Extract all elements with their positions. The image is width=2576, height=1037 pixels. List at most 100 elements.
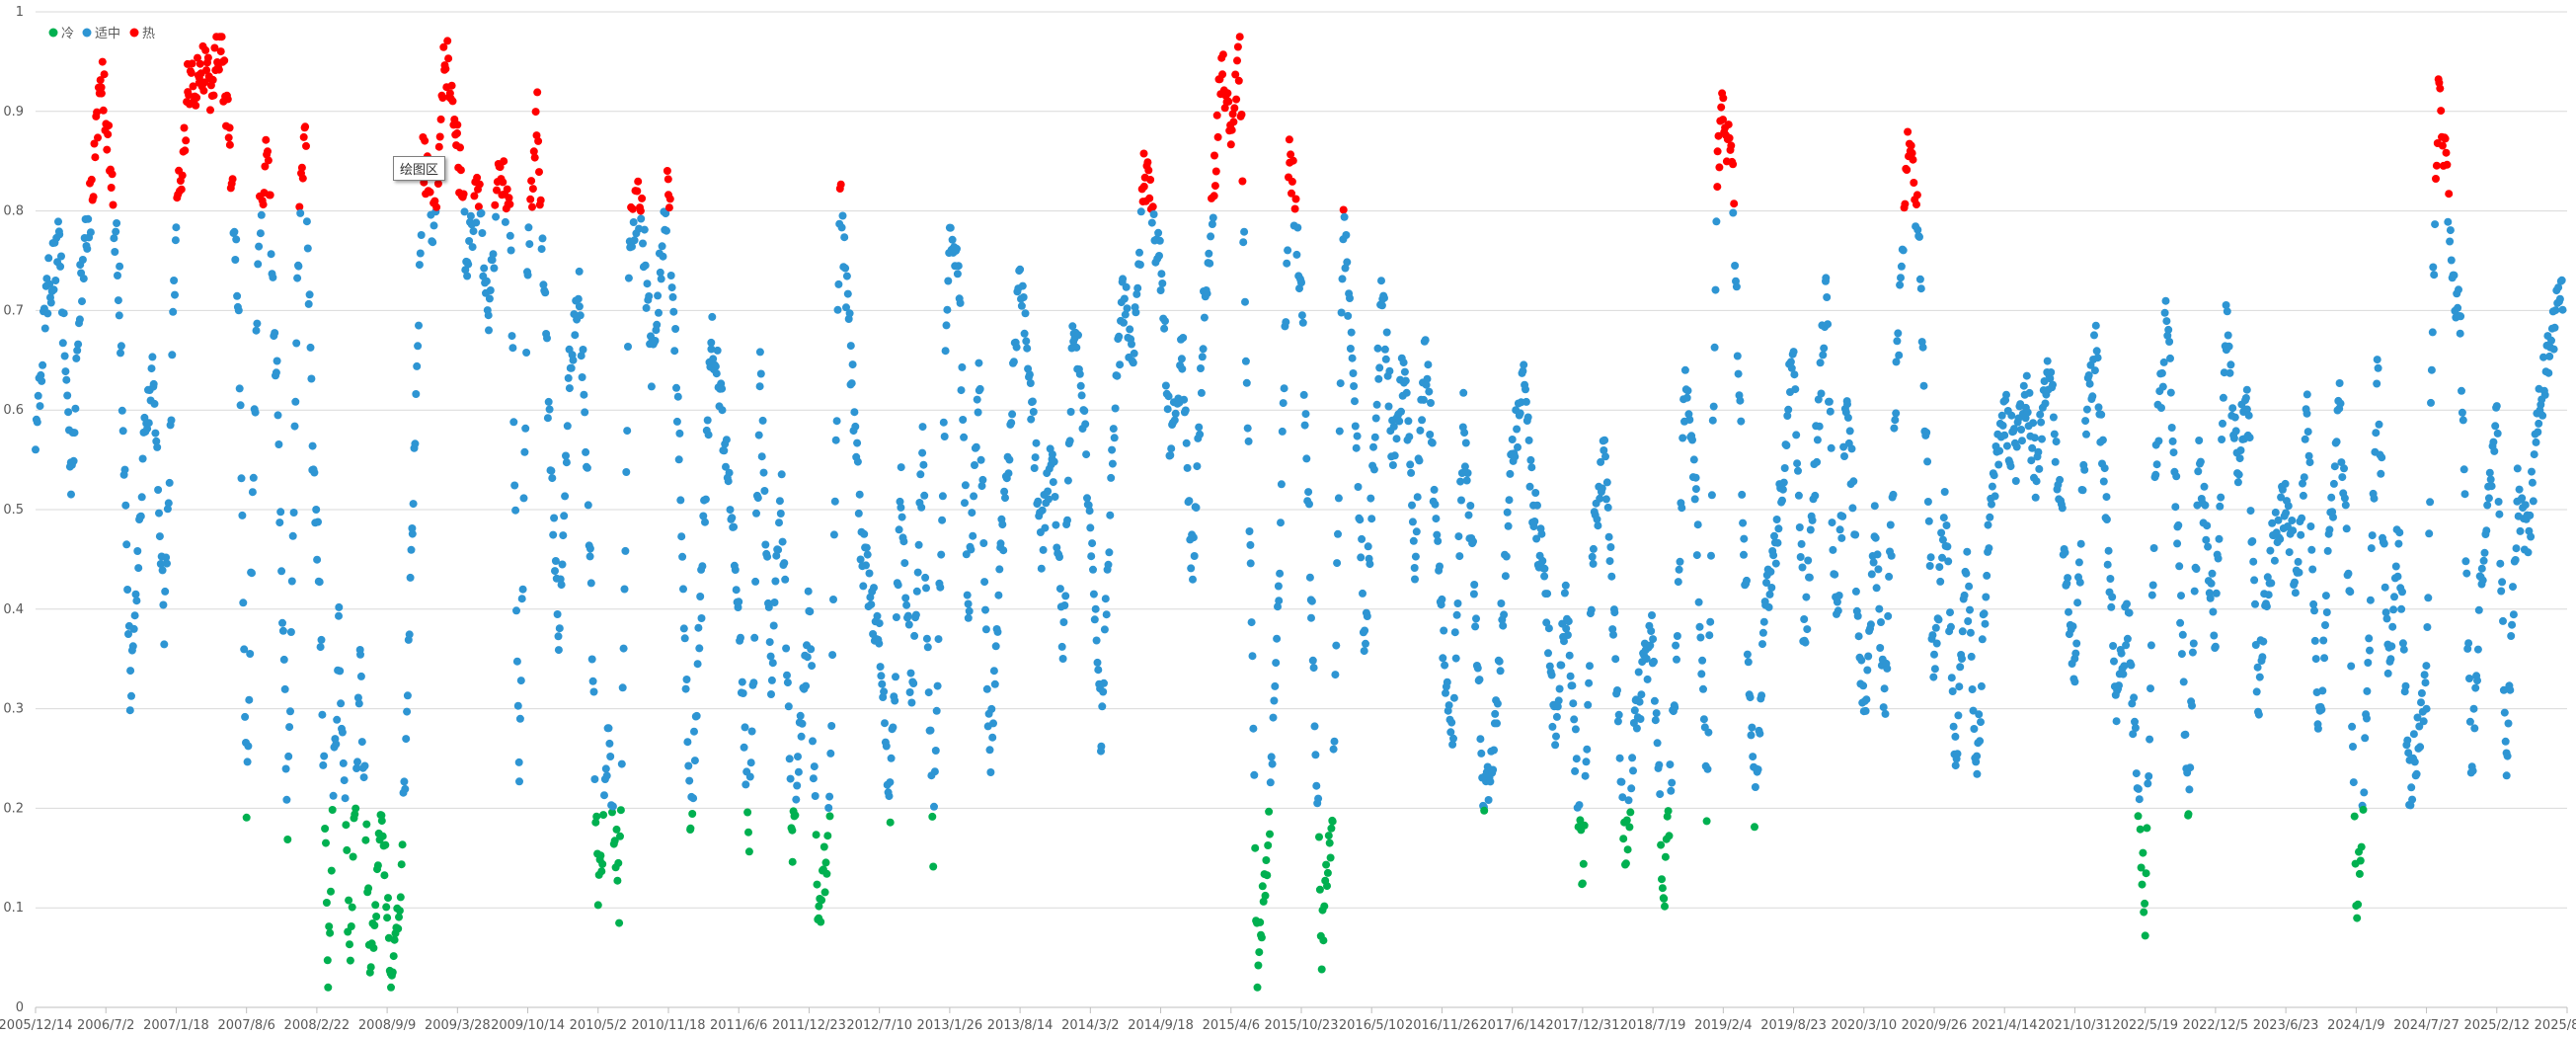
data-point [275,518,284,527]
data-point [677,532,686,541]
data-point [1615,754,1624,762]
data-point [1766,567,1775,576]
data-point [1642,655,1651,663]
data-point [503,185,511,194]
data-point [72,354,81,362]
data-point [1102,610,1111,619]
data-point [788,826,797,835]
data-point [683,738,692,747]
data-point [541,288,550,297]
data-point [1578,879,1587,888]
data-point [1774,524,1783,533]
data-point [1324,832,1333,840]
data-point [1177,355,1186,363]
data-point [593,901,602,910]
data-point [2203,521,2212,530]
data-point [512,657,521,666]
data-point [2149,544,2158,552]
data-point [894,581,902,590]
data-point [725,468,734,477]
data-point [1466,502,1475,510]
data-point [1327,824,1336,833]
data-point [313,555,322,564]
x-tick-label: 2022/5/19 [2112,1018,2178,1033]
data-point [162,553,171,562]
data-point [1227,125,1236,134]
data-point [1562,624,1571,633]
data-point [2337,458,2346,467]
data-point [673,392,682,401]
data-point [171,290,179,299]
data-point [2168,437,2177,445]
data-point [919,460,928,469]
data-point [390,935,399,944]
data-point [1358,534,1366,543]
data-point [2144,779,2152,788]
data-point [2080,465,2089,474]
data-point [2135,795,2144,804]
data-point [663,226,670,235]
data-point [2010,425,2018,434]
data-point [2524,548,2533,557]
data-point [2210,631,2219,640]
data-point [1088,539,1097,548]
data-point [2159,358,2168,366]
data-point [1189,575,1197,584]
data-point [2387,642,2396,651]
data-point [1411,575,1419,584]
data-point [248,488,257,497]
data-point [1209,213,1217,222]
data-point [1441,661,1449,670]
data-point [1367,515,1376,523]
data-point [2319,636,2328,645]
x-tick-label: 2020/3/10 [1831,1018,1897,1033]
data-point [1351,397,1359,406]
data-point [1907,141,1915,150]
y-tick-label: 0.8 [3,204,24,219]
data-point [615,918,624,927]
data-point [1604,532,1613,541]
legend-label: 热 [142,27,155,41]
data-point [1187,564,1196,573]
data-point [160,640,169,649]
data-point [1938,553,1946,562]
data-point [2214,554,2223,563]
data-point [575,302,584,311]
data-point [1170,416,1179,425]
data-point [2264,591,2273,599]
data-point [995,565,1004,574]
data-point [2484,494,2493,503]
data-point [1514,442,1522,451]
data-point [778,537,787,546]
data-point [598,859,607,868]
data-point [307,374,316,383]
data-point [1224,97,1233,106]
data-point [1357,553,1366,562]
data-point [1311,751,1320,759]
data-point [811,792,820,800]
data-point [743,808,752,817]
data-point [659,252,667,261]
data-point [501,217,509,226]
data-point [1702,817,1711,826]
data-point [345,896,353,905]
data-point [1406,460,1415,469]
data-point [1606,543,1615,551]
data-point [2058,504,2067,513]
data-point [1237,111,1246,119]
data-point [113,219,121,227]
data-point [2281,479,2290,488]
data-point [259,200,268,209]
data-point [1857,656,1866,665]
data-point [690,727,698,736]
data-point [1618,793,1627,802]
data-point [986,768,995,776]
data-point [1055,585,1064,594]
data-point [1226,140,1235,149]
data-point [753,494,762,503]
data-point [2084,371,2093,379]
data-point [2386,655,2395,664]
data-point [755,348,764,357]
data-point [1954,711,1963,720]
data-point [1146,176,1155,184]
